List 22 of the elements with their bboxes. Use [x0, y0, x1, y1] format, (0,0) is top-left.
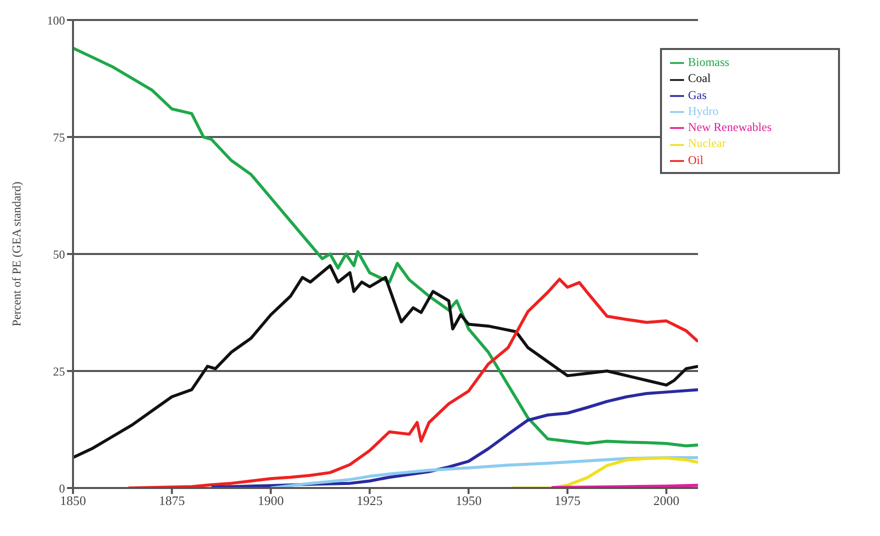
legend-label: Oil: [688, 152, 704, 166]
line-series: [126, 278, 698, 488]
legend-label: Hydro: [688, 104, 719, 118]
x-tick-label: 1850: [60, 493, 86, 508]
x-tick-label: 2000: [653, 493, 680, 508]
legend-label: Nuclear: [688, 136, 726, 150]
legend-label: Coal: [688, 71, 711, 86]
y-tick-label: 0: [59, 481, 65, 496]
x-tick-label: 1900: [258, 493, 284, 508]
legend-label: New Renewables: [688, 120, 772, 134]
x-tick-label: 1975: [554, 493, 580, 508]
y-tick-label: 25: [53, 364, 65, 378]
legend-label: Biomass: [688, 55, 730, 69]
line-series: [510, 456, 698, 488]
y-tick-label: 50: [53, 247, 65, 262]
y-tick-label: 75: [53, 130, 65, 144]
x-tick-label: 1925: [356, 493, 383, 508]
y-axis-title: Percent of PE (GEA standard): [9, 182, 24, 326]
x-tick-label: 1875: [158, 493, 185, 508]
legend-label: Gas: [688, 88, 707, 102]
x-tick-label: 1950: [456, 493, 482, 508]
y-tick-label: 100: [47, 13, 65, 28]
